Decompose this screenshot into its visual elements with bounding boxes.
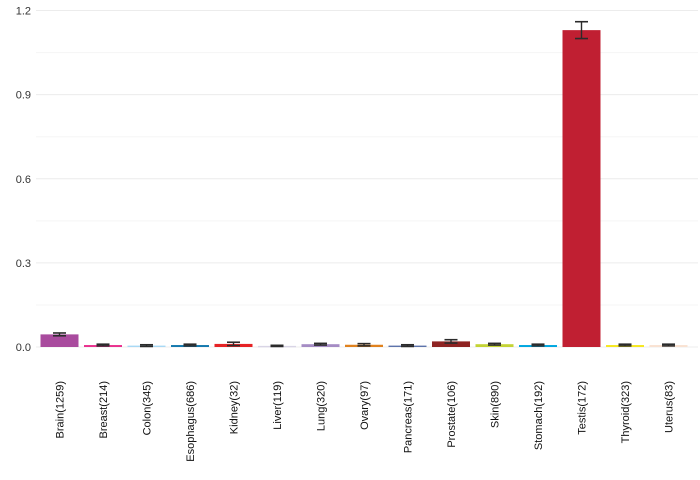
x-tick-label-brain: Brain(1259)	[55, 381, 67, 438]
y-tick-label: 0.6	[16, 174, 31, 186]
x-tick-label-ovary: Ovary(97)	[359, 381, 371, 430]
x-tick-label-prostate: Prostate(106)	[446, 381, 458, 448]
x-tick-label-thyroid: Thyroid(323)	[620, 381, 632, 443]
x-tick-label-liver: Liver(119)	[272, 381, 284, 430]
x-tick-label-testis: Testis(172)	[577, 381, 589, 435]
x-tick-label-skin: Skin(890)	[490, 381, 502, 428]
x-tick-label-uterus: Uterus(83)	[664, 381, 676, 433]
y-tick-label: 1.2	[16, 6, 31, 18]
x-tick-label-breast: Breast(214)	[98, 381, 110, 438]
x-tick-label-pancreas: Pancreas(171)	[403, 381, 415, 453]
x-tick-label-kidney: Kidney(32)	[229, 381, 241, 434]
bar-brain	[40, 334, 79, 347]
bar-prostate	[432, 341, 470, 347]
bar-testis	[562, 30, 601, 348]
y-tick-label: 0.9	[16, 90, 31, 102]
y-tick-label: 0.0	[16, 342, 31, 354]
x-tick-label-stomach: Stomach(192)	[533, 381, 545, 450]
x-tick-label-lung: Lung(320)	[316, 381, 328, 431]
x-tick-label-esophagus: Esophagus(686)	[185, 381, 197, 462]
y-tick-label: 0.3	[16, 258, 31, 270]
x-tick-label-colon: Colon(345)	[142, 381, 154, 435]
